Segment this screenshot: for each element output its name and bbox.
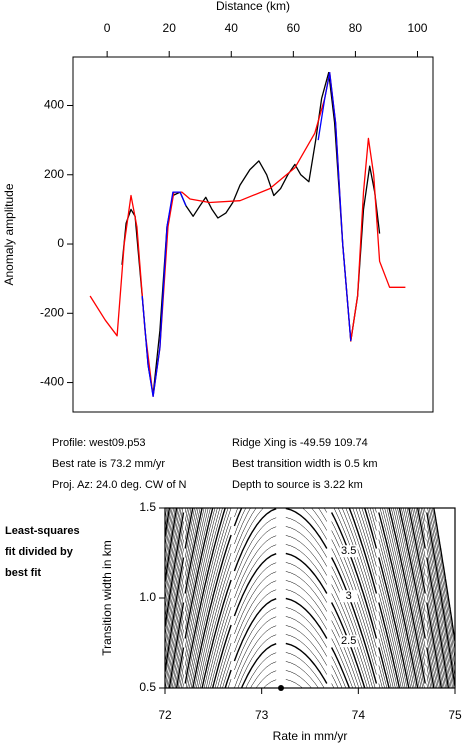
contour-line (192, 508, 390, 688)
y-tick-label: 0.5 (139, 680, 156, 694)
contour-line (196, 508, 385, 688)
x-tick-label: 72 (158, 708, 172, 722)
contour-line (177, 508, 408, 688)
info-text: Ridge Xing is -49.59 109.74 (232, 437, 368, 449)
contour-label: 2.5 (341, 635, 356, 647)
contour-line (185, 508, 398, 688)
contour-line (201, 508, 378, 688)
contour-line (184, 508, 401, 688)
contour-line (428, 508, 455, 669)
contour-line (212, 552, 366, 688)
contour-line (203, 517, 376, 688)
contour-line (426, 512, 455, 687)
y-tick-label: 200 (44, 167, 64, 181)
contour-line (245, 652, 325, 688)
side-label: Least-squares (5, 525, 80, 537)
data-line (141, 71, 352, 398)
y-tick-label: 1.0 (139, 590, 156, 604)
contour-line (210, 544, 368, 688)
contour-line (234, 616, 343, 688)
plot-frame (72, 56, 434, 413)
info-text: Best rate is 73.2 mm/yr (52, 458, 165, 470)
contour-line (170, 508, 417, 688)
info-text: Depth to source is 3.22 km (232, 479, 363, 491)
contour-line (165, 508, 423, 688)
contour-line (205, 526, 373, 688)
contour-line (187, 508, 396, 688)
contour-line (180, 508, 404, 688)
contour-line (222, 589, 353, 688)
contour-line (166, 508, 422, 688)
y-tick-label: -400 (40, 375, 64, 389)
x-tick-label: 80 (349, 21, 363, 35)
contour-line (189, 508, 394, 688)
x-tick-label: 74 (352, 708, 366, 722)
contour-line (179, 508, 406, 688)
x-tick-label: 0 (104, 21, 111, 35)
contour-line (175, 508, 410, 688)
contour-line (199, 508, 381, 688)
contour-line (174, 508, 411, 688)
x-tick-label: 60 (287, 21, 301, 35)
contour-line (190, 508, 392, 688)
info-text: Profile: west09.p53 (52, 437, 146, 449)
info-text: Best transition width is 0.5 km (232, 458, 378, 470)
contour-line (424, 508, 455, 688)
x-axis-label: Rate in mm/yr (273, 729, 348, 743)
contour-line (224, 597, 350, 688)
side-label: best fit (5, 567, 41, 579)
contour-line (168, 508, 419, 688)
x-axis-label: Distance (km) (216, 0, 290, 13)
y-tick-label: 400 (44, 98, 64, 112)
contour-line (234, 625, 339, 688)
contour-line (240, 642, 328, 688)
x-tick-label: 75 (448, 708, 462, 722)
info-text: Proj. Az: 24.0 deg. CW of N (52, 479, 187, 491)
contour-line (250, 661, 319, 688)
contour-label: 3 (346, 590, 352, 602)
x-tick-label: 100 (407, 21, 427, 35)
contour-line (227, 607, 347, 688)
contour-label-bg (339, 590, 358, 603)
best-fit-point (278, 685, 284, 691)
contour-line (427, 508, 455, 678)
contour-label-bg (339, 545, 358, 558)
contour-line (171, 508, 415, 688)
y-axis-label: Anomaly amplitude (2, 183, 16, 285)
y-tick-label: 1.5 (139, 500, 156, 514)
contour-line (167, 508, 420, 688)
contour-line (237, 634, 335, 688)
contour-line (182, 508, 402, 688)
contour-line (194, 508, 388, 688)
contour-label: 3.5 (341, 545, 356, 557)
contour-line (217, 571, 360, 688)
x-tick-label: 73 (255, 708, 269, 722)
y-axis-label: Transition width in km (100, 540, 114, 656)
contour-label-bg (339, 635, 358, 648)
side-label: fit divided by (5, 546, 74, 558)
contour-line (173, 508, 413, 688)
contour-line (263, 679, 303, 688)
contour-line (219, 580, 357, 688)
y-tick-label: 0 (57, 236, 64, 250)
x-tick-label: 40 (225, 21, 239, 35)
data-line (89, 71, 406, 398)
y-tick-label: -200 (40, 305, 64, 319)
x-tick-label: 20 (163, 21, 177, 35)
